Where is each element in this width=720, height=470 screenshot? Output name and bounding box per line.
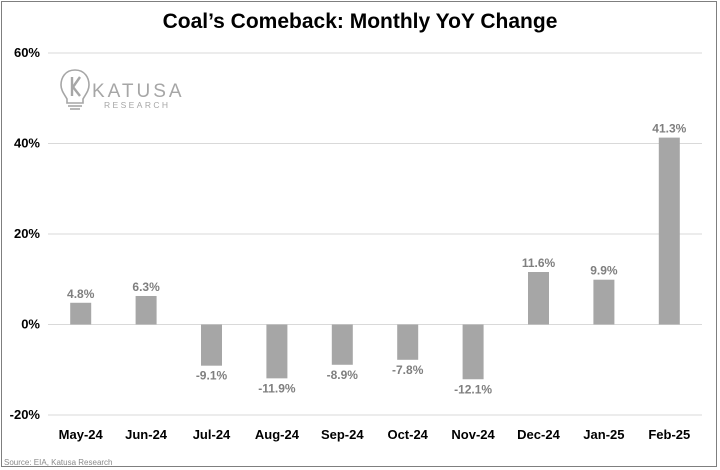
x-tick-label: Sep-24 bbox=[321, 427, 364, 442]
y-tick-label: 40% bbox=[14, 136, 40, 151]
x-axis-ticks: May-24 Jun-24 Jul-24 Aug-24 Sep-24 Oct-24 Nov-… bbox=[59, 427, 691, 442]
x-tick-label: Jun-24 bbox=[125, 427, 168, 442]
x-tick-label: Jan-25 bbox=[583, 427, 624, 442]
bar bbox=[70, 302, 92, 325]
katusa-logo: KATUSA RESEARCH bbox=[60, 69, 185, 110]
data-label: -12.1% bbox=[454, 382, 492, 396]
bar bbox=[528, 272, 549, 325]
x-tick-label: Feb-25 bbox=[648, 427, 690, 442]
y-tick-label: -20% bbox=[10, 407, 41, 422]
data-label: -11.9% bbox=[258, 381, 296, 395]
y-tick-label: 20% bbox=[14, 226, 40, 241]
data-label: 6.3% bbox=[132, 280, 160, 294]
source-note: Source: EIA, Katusa Research bbox=[4, 458, 113, 467]
bars bbox=[70, 137, 680, 380]
bar bbox=[331, 324, 353, 365]
x-tick-label: Nov-24 bbox=[451, 427, 495, 442]
y-tick-label: 60% bbox=[14, 45, 40, 60]
bar bbox=[135, 295, 157, 325]
data-label: -9.1% bbox=[196, 369, 228, 383]
bar bbox=[201, 324, 222, 366]
lightbulb-k-icon bbox=[60, 69, 90, 110]
logo-sub: RESEARCH bbox=[104, 100, 170, 110]
logo-name: KATUSA bbox=[92, 81, 185, 102]
x-tick-label: Oct-24 bbox=[387, 427, 428, 442]
x-tick-label: Dec-24 bbox=[517, 427, 560, 442]
bar bbox=[658, 137, 680, 325]
data-label: 4.8% bbox=[67, 287, 95, 301]
data-label: -7.8% bbox=[392, 363, 424, 377]
data-label: 41.3% bbox=[652, 122, 686, 136]
data-labels: 4.8% 6.3% -9.1% -11.9% -8.9% -7.8% -12.1% 11.6%… bbox=[67, 122, 687, 397]
x-tick-label: Aug-24 bbox=[255, 427, 300, 442]
y-axis-ticks: -20% 0% 20% 40% 60% bbox=[10, 45, 41, 422]
bar bbox=[462, 324, 484, 380]
data-label: -8.9% bbox=[327, 368, 359, 382]
bar bbox=[397, 324, 419, 360]
gridlines bbox=[48, 52, 702, 416]
bar bbox=[593, 279, 615, 325]
data-label: 9.9% bbox=[590, 264, 618, 278]
x-tick-label: Jul-24 bbox=[193, 427, 231, 442]
y-tick-label: 0% bbox=[21, 317, 40, 332]
chart-title: Coal’s Comeback: Monthly YoY Change bbox=[163, 10, 558, 33]
bar bbox=[266, 324, 288, 379]
data-label: 11.6% bbox=[522, 256, 556, 270]
x-tick-label: May-24 bbox=[59, 427, 104, 442]
